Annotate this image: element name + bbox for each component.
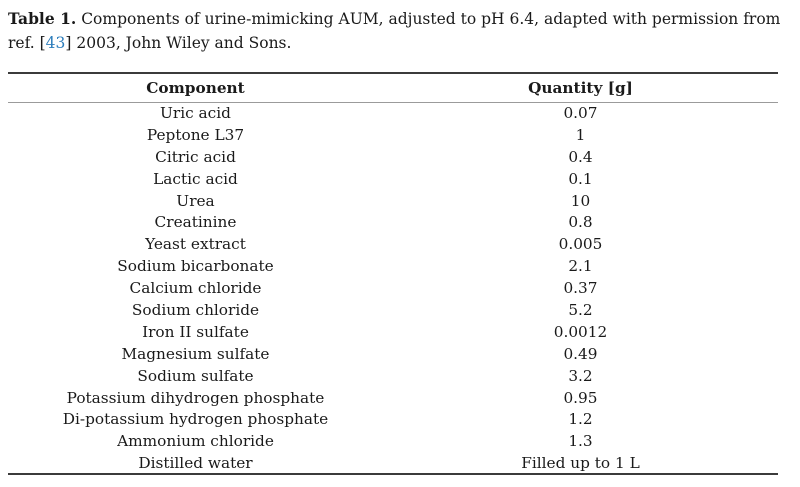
quantity-cell: 5.2 — [568, 300, 593, 319]
aum-components-table: Component Quantity [g] Uric acid 0.07 Pe… — [8, 72, 778, 476]
component-cell: Ammonium chloride — [117, 432, 274, 451]
component-cell: Potassium dihydrogen phosphate — [66, 388, 325, 407]
quantity-cell: 0.95 — [563, 388, 598, 407]
table-caption-label: Table 1. — [8, 9, 77, 28]
column-header-quantity: Quantity [g] — [382, 73, 778, 103]
component-cell: Yeast extract — [145, 235, 246, 254]
quantity-cell: 0.1 — [568, 169, 593, 188]
quantity-cell: Filled up to 1 L — [521, 453, 640, 472]
table-row: Sodium bicarbonate 2.1 — [8, 255, 778, 277]
table-row: Potassium dihydrogen phosphate 0.95 — [8, 387, 778, 409]
column-header-component: Component — [8, 73, 383, 103]
table-row: Iron II sulfate 0.0012 — [8, 321, 778, 343]
table-row: Creatinine 0.8 — [8, 211, 778, 233]
component-cell: Di-potassium hydrogen phosphate — [62, 410, 329, 429]
table-row: Calcium chloride 0.37 — [8, 277, 778, 299]
quantity-cell: 0.0012 — [553, 322, 608, 341]
table-row: Uric acid 0.07 — [8, 102, 778, 124]
quantity-cell: 3.2 — [568, 366, 593, 385]
component-cell: Uric acid — [160, 104, 231, 123]
table-row: Di-potassium hydrogen phosphate 1.2 — [8, 408, 778, 430]
table-row: Lactic acid 0.1 — [8, 168, 778, 190]
component-cell: Lactic acid — [153, 169, 238, 188]
quantity-cell: 0.4 — [568, 147, 593, 166]
table-header-row: Component Quantity [g] — [8, 73, 778, 103]
component-cell: Citric acid — [155, 147, 236, 166]
table-row: Distilled water Filled up to 1 L — [8, 452, 778, 474]
table-caption-text-before-ref: Components of urine-mimicking AUM, adjus… — [8, 10, 781, 52]
quantity-cell: 0.8 — [568, 213, 593, 232]
table-caption-text-after-ref: ] 2003, John Wiley and Sons. — [65, 34, 292, 52]
quantity-cell: 0.07 — [563, 104, 598, 123]
component-cell: Sodium bicarbonate — [117, 257, 274, 276]
component-cell: Creatinine — [154, 213, 237, 232]
table-row: Magnesium sulfate 0.49 — [8, 343, 778, 365]
quantity-cell: 1 — [575, 125, 586, 144]
component-cell: Peptone L37 — [146, 125, 245, 144]
component-cell: Magnesium sulfate — [121, 344, 270, 363]
component-cell: Distilled water — [138, 453, 253, 472]
table-row: Citric acid 0.4 — [8, 146, 778, 168]
component-cell: Urea — [176, 191, 215, 210]
quantity-cell: 2.1 — [568, 257, 593, 276]
table-caption: Table 1. Components of urine-mimicking A… — [8, 7, 794, 55]
table-row: Peptone L37 1 — [8, 124, 778, 146]
table-row: Sodium sulfate 3.2 — [8, 365, 778, 387]
component-cell: Sodium sulfate — [137, 366, 254, 385]
component-cell: Sodium chloride — [131, 300, 260, 319]
quantity-cell: 0.005 — [558, 235, 603, 254]
reference-link-43[interactable]: 43 — [45, 34, 66, 52]
table-row: Ammonium chloride 1.3 — [8, 430, 778, 452]
table-body: Uric acid 0.07 Peptone L37 1 Citric acid… — [8, 102, 778, 474]
quantity-cell: 0.49 — [563, 344, 598, 363]
quantity-cell: 0.37 — [563, 279, 598, 298]
table-row: Sodium chloride 5.2 — [8, 299, 778, 321]
component-cell: Calcium chloride — [129, 279, 262, 298]
component-cell: Iron II sulfate — [142, 322, 249, 341]
table-row: Urea 10 — [8, 190, 778, 212]
quantity-cell: 10 — [570, 191, 591, 210]
quantity-cell: 1.3 — [568, 432, 593, 451]
table-row: Yeast extract 0.005 — [8, 233, 778, 255]
quantity-cell: 1.2 — [568, 410, 593, 429]
